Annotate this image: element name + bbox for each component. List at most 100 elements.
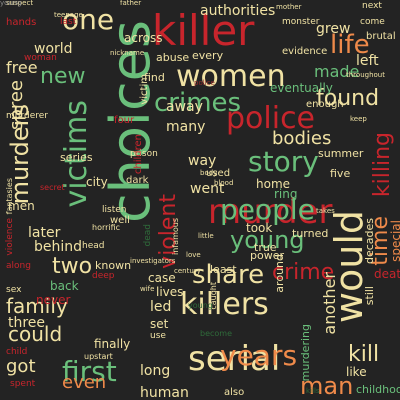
word-enough: enough	[306, 99, 344, 110]
word-set: set	[150, 317, 169, 331]
word-spent: spent	[10, 379, 36, 389]
word-killing: killing	[370, 132, 395, 198]
word-grew: grew	[316, 21, 351, 37]
word-ring: ring	[274, 187, 298, 201]
word-decades: decades	[363, 218, 376, 265]
word-every: every	[192, 49, 224, 62]
word-victim: victim	[139, 74, 150, 105]
word-away: away	[166, 99, 203, 115]
word-way: way	[188, 153, 217, 169]
word-wife: wife	[140, 285, 155, 293]
word-five: five	[330, 167, 351, 180]
word-violence: violence	[5, 218, 15, 256]
word-women: women	[176, 59, 286, 94]
word-city: city	[86, 175, 108, 189]
word-dead: dead	[143, 224, 153, 247]
word-took: took	[246, 221, 273, 235]
word-deep: deep	[92, 271, 115, 281]
word-fantasies: fantasies	[5, 178, 14, 215]
word-children: children	[133, 134, 144, 175]
word-next: next	[362, 1, 382, 11]
word-least: least	[210, 263, 237, 276]
word-left: left	[356, 53, 379, 69]
word-men: men	[8, 199, 35, 213]
word-behind: behind	[34, 239, 83, 255]
word-killer: killer	[152, 6, 255, 55]
word-young: young	[188, 301, 213, 310]
word-prison: prison	[130, 149, 158, 159]
word-murder: murder	[208, 192, 333, 232]
word-teenage: teenage	[54, 11, 83, 19]
word-upstart: upstart	[84, 352, 113, 361]
word-finally: finally	[94, 337, 131, 351]
word-infamous: infamous	[171, 218, 180, 255]
word-eventually: eventually	[270, 81, 333, 95]
word-police: police	[194, 79, 215, 87]
word-nickname: nickname	[110, 49, 145, 57]
word-kill: kill	[348, 342, 380, 367]
word-sex: sex	[6, 285, 22, 295]
word-never: never	[36, 293, 71, 307]
word-crimes: crimes	[154, 88, 242, 118]
word-people: people	[220, 193, 315, 226]
word-long: long	[140, 363, 171, 379]
word-child: child	[6, 347, 28, 357]
word-along: along	[6, 261, 31, 271]
word-head: head	[82, 241, 105, 251]
word-takes: takes	[316, 207, 335, 215]
word-throughout: throughout	[346, 71, 385, 79]
word-turned: turned	[292, 227, 329, 240]
word-three: three	[8, 315, 46, 331]
word-one: one	[62, 3, 115, 36]
word-free: free	[6, 58, 38, 77]
word-family: family	[6, 294, 68, 318]
word-suspect: suspect	[6, 0, 34, 7]
word-like: like	[346, 365, 367, 379]
word-summer: summer	[318, 147, 364, 160]
word-century: century	[174, 267, 201, 275]
word-found: found	[316, 86, 380, 111]
word-later: later	[28, 225, 61, 241]
word-story: story	[248, 145, 319, 178]
word-known: known	[95, 259, 132, 272]
word-investigators: investigators	[130, 257, 176, 265]
word-authorities: authorities	[200, 3, 276, 19]
word-secret: secret	[40, 183, 65, 192]
word-listen: listen	[102, 205, 127, 215]
word-led: led	[150, 299, 172, 315]
word-got: got	[6, 356, 36, 377]
word-four: four	[114, 115, 135, 126]
word-first: first	[62, 355, 117, 388]
word-spree: spree	[6, 80, 27, 130]
word-also: also	[224, 387, 245, 398]
word-young: young	[0, 0, 22, 7]
word-keep: keep	[350, 115, 367, 123]
word-abuse: abuse	[156, 51, 190, 64]
word-body: body	[200, 169, 218, 177]
word-power: power	[250, 249, 284, 262]
word-murderer: murderer	[6, 111, 49, 121]
word-kills: kills	[306, 387, 320, 395]
word-crime: crime	[272, 260, 335, 285]
word-could: could	[8, 322, 63, 346]
word-lives: lives	[156, 285, 184, 299]
word-monster: monster	[282, 17, 320, 27]
word-well: well	[110, 215, 130, 226]
word-even: even	[62, 372, 107, 393]
word-brutal: brutal	[366, 31, 396, 42]
word-mother: mother	[276, 3, 302, 11]
word-murdering: murdering	[299, 324, 312, 382]
word-become: become	[200, 329, 233, 338]
word-series: series	[60, 151, 93, 164]
word-father: father	[120, 0, 142, 7]
word-another: another	[320, 272, 339, 335]
word-serial: serial	[188, 339, 281, 379]
word-across: across	[124, 31, 163, 45]
word-made: made	[314, 62, 360, 81]
word-death: death	[374, 267, 400, 281]
word-man: man	[300, 372, 354, 400]
word-dark: dark	[126, 175, 149, 186]
word-police: police	[226, 101, 316, 136]
word-last: last	[60, 17, 77, 27]
